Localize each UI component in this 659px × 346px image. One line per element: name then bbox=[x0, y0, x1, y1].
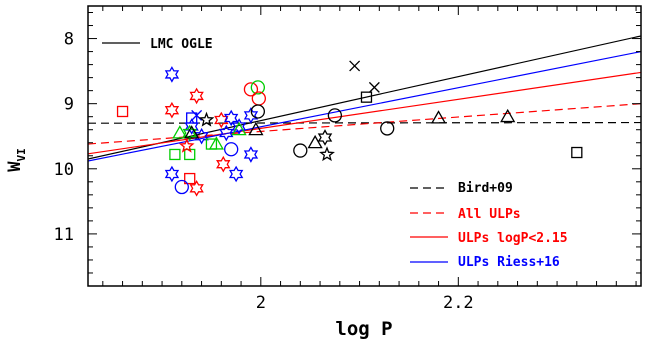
point-pentastar bbox=[319, 146, 335, 162]
point-square bbox=[360, 91, 373, 103]
fit-line-lmc-ogle bbox=[88, 35, 641, 160]
x-tick-label: 2 bbox=[256, 293, 266, 313]
point-circle bbox=[327, 108, 343, 123]
point-square bbox=[116, 105, 129, 118]
fit-line-bird-09 bbox=[88, 121, 641, 124]
x-axis-title: log P bbox=[335, 318, 392, 340]
point-circle bbox=[174, 179, 189, 195]
y-axis-title-main: W bbox=[5, 161, 25, 172]
point-triangle bbox=[231, 121, 247, 136]
tick-labels: 2 2.2 8 9 10 11 bbox=[54, 30, 474, 313]
y-axis-title-subscript: VI bbox=[15, 148, 28, 161]
legend-lmc-ogle-label: LMC OGLE bbox=[150, 37, 213, 52]
point-star bbox=[223, 109, 239, 127]
point-star bbox=[228, 165, 244, 183]
point-star bbox=[243, 146, 259, 163]
fit-line-ulps-riess-16 bbox=[88, 50, 641, 162]
point-triangle bbox=[500, 108, 516, 123]
legend-riess16-label: ULPs Riess+16 bbox=[458, 255, 560, 270]
point-star bbox=[182, 124, 197, 142]
point-triangle bbox=[184, 125, 200, 139]
point-circle bbox=[250, 80, 266, 95]
legend-lower: Bird+09 All ULPs ULPs logP<2.15 ULPs Rie… bbox=[410, 181, 568, 270]
axis-ticks bbox=[88, 6, 641, 287]
point-circle bbox=[243, 82, 259, 97]
legend-bird09-label: Bird+09 bbox=[458, 181, 513, 196]
point-cross bbox=[191, 109, 203, 121]
y-axis-title: WVI bbox=[5, 148, 28, 172]
point-circle bbox=[380, 121, 395, 136]
point-square bbox=[571, 146, 583, 159]
y-tick-label: 11 bbox=[54, 225, 74, 245]
point-cross bbox=[368, 81, 380, 93]
point-pentastar bbox=[198, 111, 215, 127]
point-triangle bbox=[430, 110, 447, 124]
point-star bbox=[184, 118, 199, 135]
point-circle bbox=[224, 142, 239, 157]
point-star bbox=[189, 179, 204, 197]
point-star bbox=[243, 107, 259, 124]
legend-ulps-logp-label: ULPs logP<2.15 bbox=[458, 231, 568, 246]
point-triangle bbox=[248, 121, 264, 136]
point-square bbox=[186, 112, 198, 124]
fit-lines bbox=[88, 35, 641, 162]
y-tick-label: 8 bbox=[64, 30, 74, 50]
point-triangle bbox=[208, 136, 224, 150]
x-tick-label: 2.2 bbox=[443, 293, 474, 313]
point-star bbox=[164, 66, 180, 83]
point-star bbox=[214, 111, 229, 129]
fit-line-ulps-logp-2-15 bbox=[88, 71, 641, 155]
data-points bbox=[116, 60, 583, 197]
point-star bbox=[164, 165, 180, 183]
point-star bbox=[231, 118, 247, 135]
point-cross bbox=[349, 60, 361, 72]
point-star bbox=[164, 101, 180, 119]
point-circle bbox=[293, 143, 308, 158]
y-tick-label: 10 bbox=[54, 160, 74, 180]
y-tick-label: 9 bbox=[64, 95, 74, 115]
point-circle bbox=[250, 104, 266, 119]
point-star bbox=[216, 155, 231, 173]
point-star bbox=[189, 87, 204, 105]
fit-line-all-ulps bbox=[88, 103, 641, 145]
plot-frame bbox=[87, 5, 642, 287]
point-triangle bbox=[172, 125, 188, 139]
legend-lmc-ogle: LMC OGLE bbox=[102, 37, 213, 52]
point-star bbox=[219, 124, 234, 142]
point-square bbox=[169, 148, 181, 161]
point-square bbox=[184, 172, 196, 185]
legend-all-ulps-label: All ULPs bbox=[458, 207, 521, 222]
point-pentastar bbox=[178, 137, 195, 153]
point-star bbox=[317, 129, 333, 146]
point-triangle bbox=[307, 134, 323, 149]
